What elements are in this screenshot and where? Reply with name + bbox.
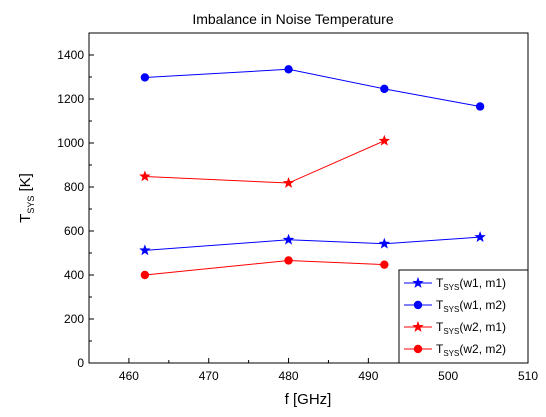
legend-label-prefix: T xyxy=(436,298,444,312)
data-point xyxy=(284,256,293,265)
series-layer xyxy=(139,65,486,280)
data-point xyxy=(139,244,151,256)
y-axis-label: TSYS [K] xyxy=(17,173,36,223)
y-axis-label-sub: SYS xyxy=(26,196,36,214)
series-line-2 xyxy=(144,68,481,107)
data-point xyxy=(475,102,485,111)
x-tick-label-460: 460 xyxy=(119,369,139,383)
plot-area xyxy=(88,32,529,364)
legend-marker xyxy=(412,277,424,288)
data-point xyxy=(284,65,293,74)
y-tick-label-800: 800 xyxy=(64,180,84,194)
y-tick-label-1200: 1200 xyxy=(57,92,84,106)
x-tick-label-490: 490 xyxy=(358,369,378,383)
legend-label-sub: SYS xyxy=(443,283,459,292)
data-point xyxy=(380,260,389,269)
series-1 xyxy=(139,231,486,256)
x-axis-label: f [GHz] xyxy=(285,391,332,408)
legend-label-prefix: T xyxy=(436,342,444,356)
y-tick-label-0: 0 xyxy=(77,356,84,370)
data-point xyxy=(282,177,295,188)
legend-marker xyxy=(412,321,424,332)
y-tick-label-600: 600 xyxy=(64,224,84,238)
legend-label-name: (w1, m1) xyxy=(459,276,506,290)
data-point xyxy=(378,237,391,249)
legend-label-name: (w2, m1) xyxy=(459,320,506,334)
data-point xyxy=(474,231,486,243)
legend-label: TSYS(w2, m1) xyxy=(436,320,506,336)
legend-label-name: (w2, m2) xyxy=(459,342,506,356)
legend-label-name: (w1, m2) xyxy=(459,298,506,312)
legend-item-3: TSYS(w2, m1) xyxy=(404,320,506,336)
series-line-4 xyxy=(144,259,385,276)
series-3 xyxy=(139,134,391,188)
legend-label-sub: SYS xyxy=(443,305,459,314)
x-tick-label-510: 510 xyxy=(518,369,538,383)
plot-frame xyxy=(88,32,529,364)
legend-marker xyxy=(413,344,423,354)
y-axis-label-main: T xyxy=(17,214,34,223)
series-line-1 xyxy=(144,236,481,251)
legend-label-sub: SYS xyxy=(443,349,459,358)
data-point xyxy=(140,73,150,82)
series-2 xyxy=(140,65,485,111)
data-point xyxy=(380,84,389,94)
data-point xyxy=(282,233,295,245)
legend: TSYS(w1, m1)TSYS(w1, m2)TSYS(w2, m1)TSYS… xyxy=(398,269,529,364)
data-point xyxy=(139,170,151,182)
legend-marker xyxy=(413,300,423,310)
series-line-3 xyxy=(144,140,385,184)
legend-label: TSYS(w1, m2) xyxy=(436,298,506,314)
y-axis: 0 200 400 600 800 1000 1200 1400 xyxy=(57,48,94,370)
svg-text:TSYS [K]: TSYS [K] xyxy=(17,173,36,223)
y-axis-label-unit: [K] xyxy=(17,173,34,196)
legend-label-sub: SYS xyxy=(443,327,459,336)
legend-label-prefix: T xyxy=(436,320,444,334)
y-tick-label-1000: 1000 xyxy=(57,136,84,150)
legend-item-4: TSYS(w2, m2) xyxy=(404,342,506,358)
series-4 xyxy=(140,256,389,280)
legend-label: TSYS(w1, m1) xyxy=(436,276,506,292)
chart-title: Imbalance in Noise Temperature xyxy=(192,11,394,27)
legend-label: TSYS(w2, m2) xyxy=(436,342,506,358)
x-tick-label-500: 500 xyxy=(438,369,458,383)
x-tick-label-480: 480 xyxy=(279,369,299,383)
y-tick-label-400: 400 xyxy=(64,268,84,282)
data-point xyxy=(378,134,391,146)
x-tick-label-470: 470 xyxy=(199,369,219,383)
data-point xyxy=(140,270,150,280)
legend-item-1: TSYS(w1, m1) xyxy=(404,276,506,292)
legend-item-2: TSYS(w1, m2) xyxy=(404,298,506,314)
y-tick-label-1400: 1400 xyxy=(57,48,84,62)
y-tick-label-200: 200 xyxy=(64,312,84,326)
legend-label-prefix: T xyxy=(436,276,444,290)
